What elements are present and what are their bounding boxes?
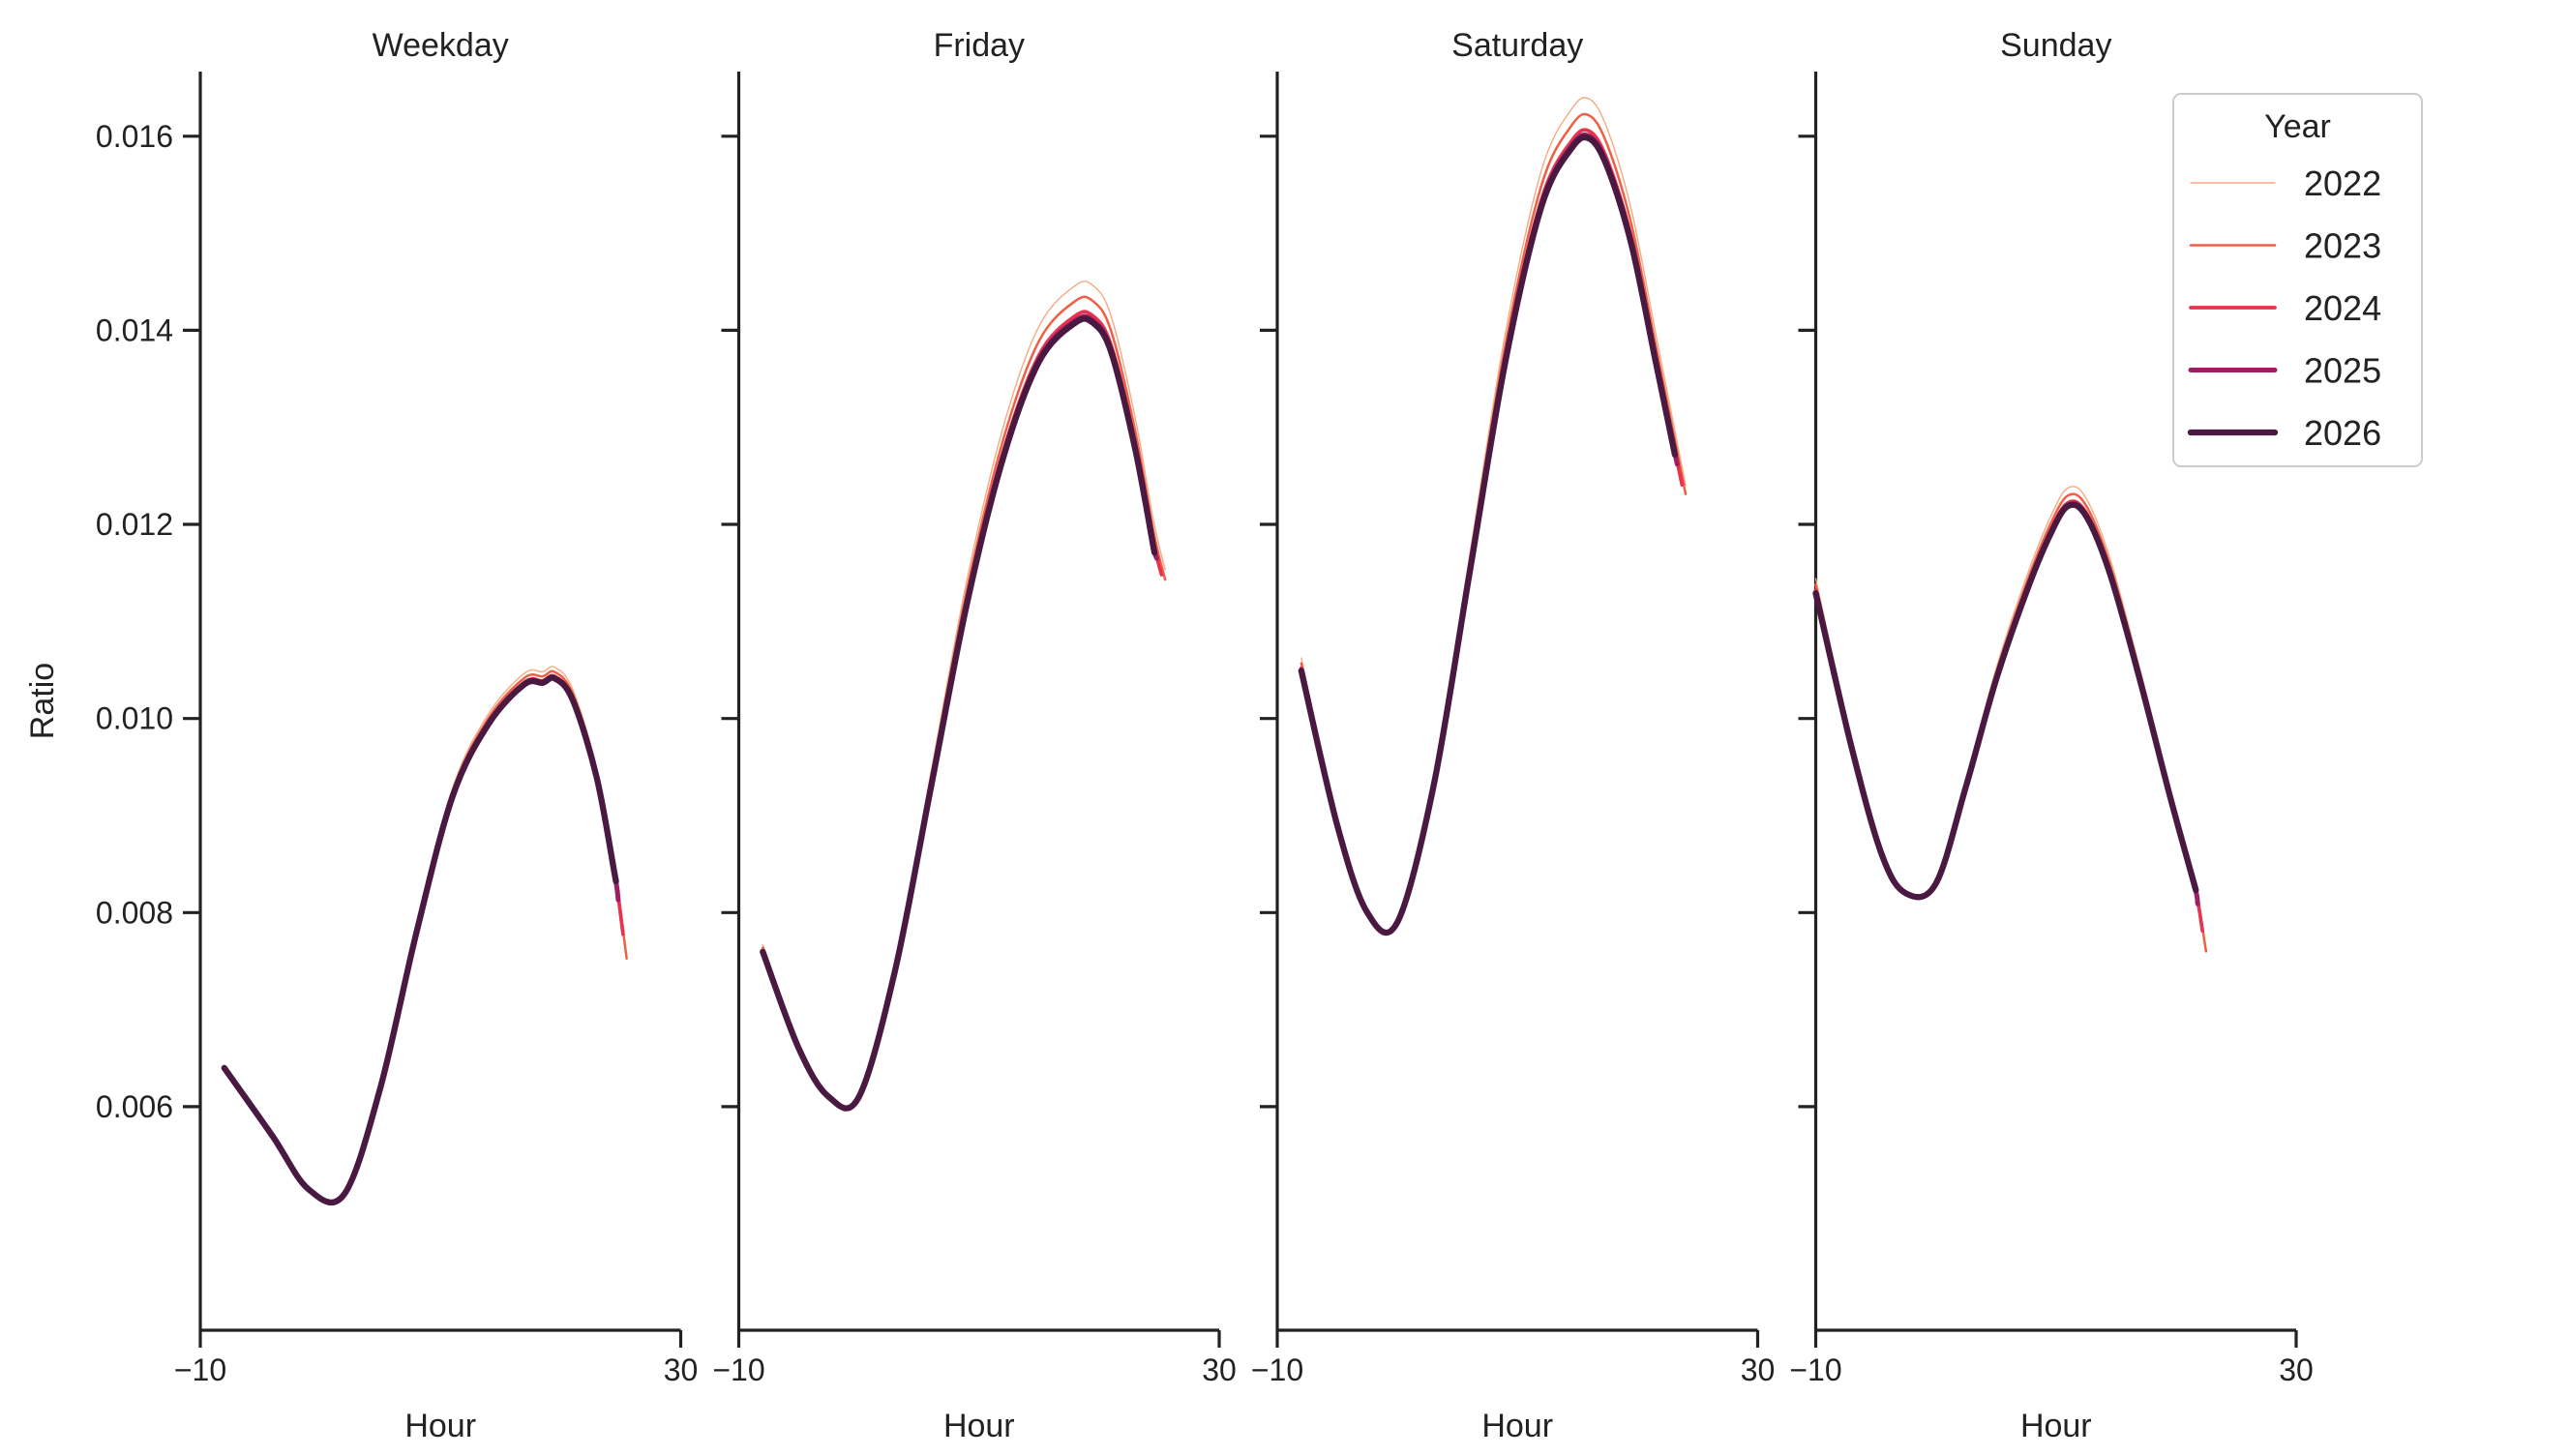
svg-text:30: 30	[1741, 1352, 1776, 1387]
svg-text:Year: Year	[2264, 108, 2331, 145]
svg-text:−10: −10	[1789, 1352, 1841, 1387]
svg-text:Ratio: Ratio	[24, 663, 61, 739]
svg-text:0.014: 0.014	[96, 312, 173, 347]
svg-text:Hour: Hour	[2020, 1408, 2092, 1444]
svg-text:30: 30	[2279, 1352, 2314, 1387]
svg-text:−10: −10	[174, 1352, 226, 1387]
svg-text:Saturday: Saturday	[1451, 27, 1583, 64]
svg-text:Weekday: Weekday	[373, 27, 509, 64]
svg-text:0.016: 0.016	[96, 119, 173, 154]
svg-text:−10: −10	[1251, 1352, 1303, 1387]
svg-text:0.008: 0.008	[96, 895, 173, 930]
svg-text:2026: 2026	[2304, 413, 2381, 453]
svg-text:0.010: 0.010	[96, 701, 173, 736]
svg-text:Hour: Hour	[1481, 1408, 1553, 1444]
svg-text:Hour: Hour	[943, 1408, 1015, 1444]
svg-text:2022: 2022	[2304, 163, 2381, 203]
svg-text:2025: 2025	[2304, 351, 2381, 391]
svg-text:0.006: 0.006	[96, 1089, 173, 1124]
svg-text:2024: 2024	[2304, 288, 2381, 328]
svg-text:0.012: 0.012	[96, 507, 173, 542]
svg-text:30: 30	[664, 1352, 699, 1387]
svg-text:2023: 2023	[2304, 226, 2381, 266]
svg-text:−10: −10	[712, 1352, 764, 1387]
svg-text:30: 30	[1202, 1352, 1237, 1387]
svg-text:Hour: Hour	[404, 1408, 476, 1444]
svg-text:Friday: Friday	[934, 27, 1025, 64]
svg-text:Sunday: Sunday	[2000, 27, 2111, 64]
